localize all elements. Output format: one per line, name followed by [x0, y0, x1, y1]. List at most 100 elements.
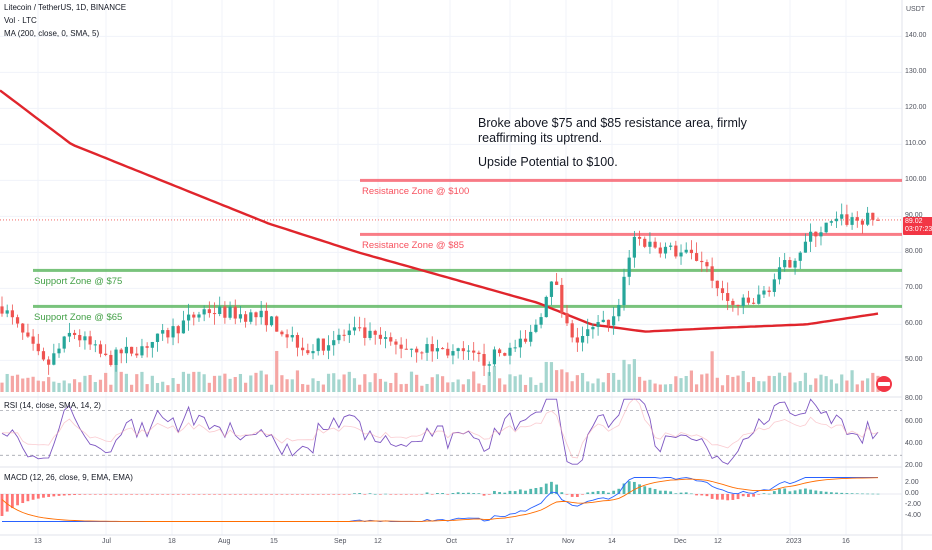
macd-histogram-bar — [36, 494, 40, 499]
macd-histogram-bar — [461, 492, 465, 494]
zone-lines — [0, 178, 902, 308]
volume-bar — [264, 374, 268, 392]
candle-body — [622, 276, 626, 306]
candle-body — [207, 309, 211, 314]
volume-bar — [83, 375, 87, 392]
candle-body — [477, 352, 481, 355]
zone-label-sup75: Support Zone @ $75 — [34, 276, 123, 287]
macd-histogram-bar — [845, 493, 849, 494]
macd-line — [2, 477, 878, 522]
macd-histogram-bar — [378, 494, 382, 495]
volume-bar — [788, 372, 792, 392]
price-axis-label: 60.00 — [905, 320, 923, 328]
volume-bar — [135, 374, 139, 392]
candle-body — [275, 316, 279, 332]
candle-body — [326, 345, 331, 351]
time-axis-label: Oct — [446, 538, 457, 545]
macd-histogram-bar — [161, 494, 165, 495]
volume-bar — [534, 384, 538, 392]
volume-bar — [41, 381, 46, 392]
macd-histogram-bar — [529, 488, 533, 494]
volume-bar — [866, 378, 870, 392]
bar-countdown: 03:07:23 — [905, 226, 932, 233]
time-axis-label: 17 — [506, 538, 514, 545]
macd-histogram-bar — [21, 494, 25, 504]
volume-bar — [275, 350, 279, 392]
price-axis-label: 140.00 — [905, 32, 927, 40]
macd-histogram-bar — [135, 494, 139, 495]
candle-body — [840, 214, 844, 219]
annotation-line2: reaffirming its uptrend. — [478, 131, 603, 145]
candle-body — [617, 305, 621, 317]
candle-body — [394, 341, 398, 345]
rsi-axis-label: 80.00 — [905, 395, 923, 403]
volume-bar — [228, 378, 232, 392]
macd-histogram-bar — [332, 494, 336, 495]
candle-body — [658, 247, 662, 254]
macd-histogram-bar — [513, 491, 517, 494]
volume-bar — [347, 371, 351, 392]
candle-body — [358, 327, 362, 329]
macd-histogram-bar — [840, 492, 844, 494]
volume-bar — [67, 383, 71, 392]
macd-histogram-bar — [757, 494, 761, 495]
candle-body — [549, 281, 554, 297]
volume-legend[interactable]: Vol · LTC — [4, 16, 37, 25]
volume-bar — [197, 371, 201, 392]
volume-bar — [378, 378, 382, 392]
volume-bar — [523, 384, 528, 392]
zone-line — [360, 178, 902, 182]
volume-bar — [736, 375, 740, 392]
candle-body — [586, 329, 590, 337]
candle-body — [663, 246, 668, 254]
volume-bar — [783, 375, 787, 392]
rsi-axis-label: 20.00 — [905, 462, 923, 470]
candle-body — [337, 334, 341, 341]
volume-bar — [612, 372, 616, 392]
volume-bar — [456, 379, 460, 392]
macd-histogram-bar — [213, 494, 216, 495]
volume-bar — [342, 374, 346, 392]
candle-body — [280, 331, 284, 335]
currency-label: USDT — [906, 6, 926, 13]
volume-bar — [601, 382, 605, 392]
macd-histogram-bar — [814, 490, 818, 494]
macd-histogram-bar — [62, 494, 66, 496]
macd-histogram-bar — [477, 493, 481, 494]
volume-bar — [78, 382, 82, 392]
price-axis-label: 90.00 — [905, 212, 923, 220]
volume-bar — [575, 375, 579, 392]
volume-bar — [663, 384, 668, 392]
candle-body — [694, 253, 699, 261]
zone-line — [33, 304, 902, 308]
volume-bar — [767, 375, 771, 392]
volume-bar — [829, 379, 833, 392]
ma-legend[interactable]: MA (200, close, 0, SMA, 5) — [4, 29, 100, 38]
candle-body — [78, 335, 82, 341]
macd-histogram-bar — [524, 490, 527, 494]
volume-bar — [337, 379, 341, 392]
volume-bar — [223, 373, 227, 392]
candle-body — [627, 257, 631, 277]
volume-bar — [52, 381, 56, 392]
volume-bar — [404, 383, 408, 392]
macd-histogram-bar — [5, 494, 9, 512]
volume-bar — [295, 370, 300, 392]
candle-body — [446, 348, 450, 356]
rsi-legend[interactable]: RSI (14, close, SMA, 14, 2) — [4, 401, 101, 410]
macd-histogram-bar — [31, 494, 35, 500]
volume-bar — [726, 375, 730, 392]
macd-histogram-bar — [187, 494, 191, 495]
candle-body — [47, 359, 51, 365]
candle-body — [855, 217, 859, 221]
candle-body — [731, 300, 735, 305]
macd-histogram-bar — [176, 494, 180, 495]
macd-histogram-bar — [150, 494, 154, 495]
time-axis-label: Nov — [562, 538, 575, 545]
candle-body — [187, 314, 191, 321]
volume-bar — [119, 371, 123, 392]
volume-bar — [124, 373, 129, 392]
macd-legend[interactable]: MACD (12, 26, close, 9, EMA, EMA) — [4, 473, 133, 482]
price-axis-label: 80.00 — [905, 248, 923, 256]
